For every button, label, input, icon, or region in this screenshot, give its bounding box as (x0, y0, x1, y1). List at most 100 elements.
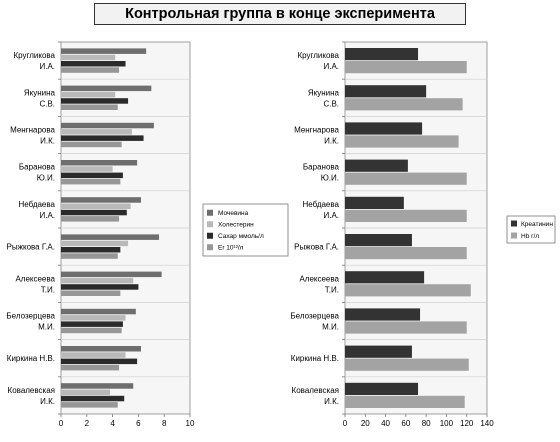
bar (61, 122, 154, 129)
bar (345, 247, 467, 260)
bar (61, 253, 118, 259)
category-label: Баранова (303, 163, 340, 172)
category-label: Небдаева (302, 200, 339, 209)
bar (345, 48, 419, 61)
category-label: Т.И. (325, 285, 339, 294)
bar (61, 383, 134, 389)
bar (345, 382, 419, 395)
bar (61, 203, 131, 209)
x-tick-label: 40 (381, 419, 390, 428)
category-label: Ю.И. (321, 174, 339, 183)
category-label: М.И. (38, 323, 55, 332)
category-label: С.В. (323, 99, 339, 108)
legend-swatch (207, 244, 213, 251)
x-tick-label: 10 (186, 419, 195, 428)
category-label: Кругликова (13, 51, 55, 60)
bar (61, 61, 126, 67)
x-tick-label: 120 (460, 419, 474, 428)
bar (61, 402, 118, 408)
bar (345, 172, 467, 185)
category-label: Ю.И. (37, 174, 55, 183)
chart-1: Кругликова И.А. Якунина С.В. Менгнарова И.К. Б… (6, 41, 289, 428)
bar (345, 345, 412, 358)
category-label: И.К. (40, 137, 55, 146)
bar (61, 197, 141, 203)
bar (61, 54, 116, 61)
bar (61, 98, 129, 104)
category-label: И.А. (323, 211, 339, 220)
legend-label: Er 10¹²/л (218, 245, 244, 252)
bar (345, 196, 404, 209)
bar (61, 209, 127, 216)
x-tick-label: 80 (422, 419, 431, 428)
x-tick-label: 140 (480, 419, 494, 428)
bar (345, 308, 421, 321)
legend-swatch (207, 221, 213, 228)
legend-label: Холестерин (218, 222, 254, 229)
legend-swatch (207, 209, 213, 216)
category-label: Ковалевская (292, 386, 339, 395)
bar (345, 358, 469, 371)
bar (61, 327, 122, 334)
bar (61, 129, 132, 135)
bar (61, 160, 138, 166)
bar (61, 346, 141, 352)
bar (61, 178, 121, 185)
legend-swatch (511, 232, 517, 239)
category-label: И.К. (324, 397, 339, 406)
bar (345, 122, 423, 135)
category-label: Белозерцева (290, 312, 339, 321)
bar (345, 61, 467, 74)
bar (345, 159, 408, 172)
x-tick-label: 2 (85, 419, 90, 428)
bar (61, 308, 136, 315)
legend-label: Мочевина (218, 210, 249, 217)
category-label: Белозерцева (6, 312, 55, 321)
category-label: М.И. (322, 323, 339, 332)
x-tick-label: 100 (440, 419, 454, 428)
bar (345, 321, 467, 334)
bar (61, 389, 111, 395)
bar (61, 277, 134, 284)
x-tick-label: 8 (162, 419, 167, 428)
category-label: С.В. (39, 99, 55, 108)
bar (345, 284, 471, 297)
bar (61, 67, 120, 73)
category-label: Алексеева (299, 274, 339, 283)
category-label: Баранова (19, 163, 56, 172)
bar (61, 315, 126, 321)
category-label: И.А. (39, 211, 55, 220)
bar (345, 234, 412, 247)
category-label: Алексеева (15, 274, 55, 283)
bar (61, 104, 118, 110)
legend (202, 203, 289, 257)
bar (61, 141, 122, 148)
bar (345, 209, 467, 222)
chart-title: Контрольная группа в конце эксперимента (94, 3, 466, 25)
category-label: И.К. (40, 397, 55, 406)
category-label: Небдаева (18, 200, 55, 209)
bar (61, 166, 113, 172)
category-label: Киркина Н.В. (291, 354, 339, 363)
bar (61, 135, 144, 141)
bar (61, 91, 116, 98)
x-tick-label: 0 (59, 419, 64, 428)
bar (61, 234, 160, 240)
bar (61, 284, 139, 290)
x-tick-label: 20 (361, 419, 370, 428)
legend-label: Креатинин (521, 221, 553, 228)
bar (345, 271, 425, 284)
bar (61, 364, 120, 371)
category-label: Киркина Н.В. (7, 354, 55, 363)
bar (345, 135, 459, 148)
category-label: Т.И. (41, 285, 55, 294)
bar (61, 352, 126, 358)
category-label: Рыжкова Г.А. (7, 243, 55, 252)
bar (345, 395, 465, 408)
bar (61, 358, 138, 365)
bar (61, 321, 123, 327)
bar (61, 216, 120, 222)
bar (61, 271, 162, 278)
bar (61, 240, 129, 247)
category-label: Якунина (24, 88, 56, 97)
